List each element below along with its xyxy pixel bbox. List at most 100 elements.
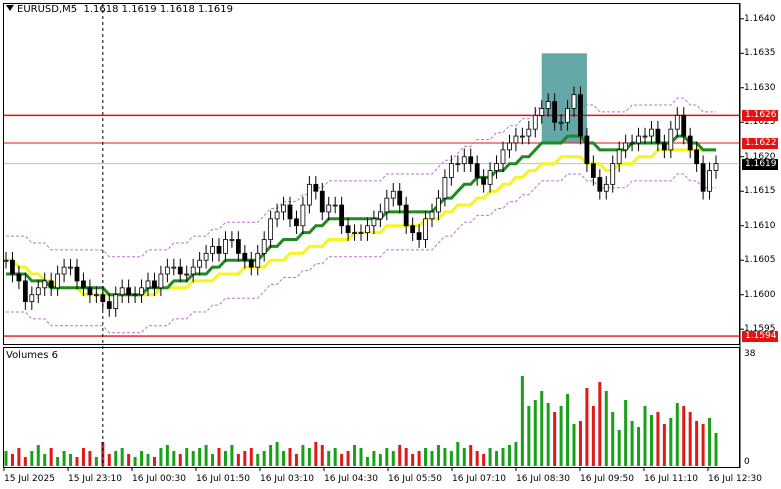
volume-bar[interactable] (695, 421, 699, 466)
volume-bar[interactable] (507, 445, 511, 466)
volume-bar[interactable] (159, 448, 163, 466)
candle-body[interactable] (603, 183, 609, 192)
candle-body[interactable] (436, 197, 441, 213)
volume-bar[interactable] (198, 448, 202, 466)
volume-bar[interactable] (365, 457, 369, 466)
candle-body[interactable] (235, 239, 241, 254)
volume-bar[interactable] (372, 451, 376, 466)
candle-body[interactable] (539, 108, 545, 116)
candle-body[interactable] (597, 177, 603, 192)
volume-bar[interactable] (649, 415, 653, 466)
volume-bar[interactable] (114, 451, 118, 466)
candle-body[interactable] (403, 204, 409, 227)
volume-bar[interactable] (591, 406, 595, 466)
volume-bar[interactable] (4, 451, 8, 466)
volume-bar[interactable] (17, 448, 21, 466)
volume-bar[interactable] (430, 451, 434, 466)
volume-bar[interactable] (36, 445, 40, 466)
candle-body[interactable] (326, 204, 332, 213)
volume-bar[interactable] (69, 454, 73, 466)
candle-body[interactable] (500, 149, 506, 165)
candle-body[interactable] (474, 163, 480, 178)
candle-body[interactable] (358, 232, 364, 235)
candle-body[interactable] (571, 94, 577, 109)
candle-body[interactable] (481, 177, 487, 185)
candle-body[interactable] (126, 287, 132, 296)
candle-body[interactable] (113, 294, 119, 309)
candle-body[interactable] (158, 273, 164, 289)
volume-bar[interactable] (385, 448, 389, 466)
candle-body[interactable] (584, 135, 590, 165)
volume-bar[interactable] (566, 394, 570, 466)
volume-bar[interactable] (275, 442, 279, 466)
volume-bar[interactable] (211, 454, 215, 466)
volume-bar[interactable] (643, 406, 647, 466)
candle-body[interactable] (668, 128, 674, 151)
volume-bar[interactable] (598, 382, 602, 466)
volume-bar[interactable] (572, 424, 576, 466)
candle-body[interactable] (590, 163, 596, 178)
candle-body[interactable] (61, 266, 67, 275)
volume-bar[interactable] (540, 391, 544, 466)
volume-bar[interactable] (656, 412, 660, 466)
candle-body[interactable] (674, 114, 680, 130)
candle-body[interactable] (287, 204, 293, 220)
volume-bar[interactable] (314, 442, 318, 466)
volume-bar[interactable] (146, 454, 150, 466)
candle-body[interactable] (519, 135, 525, 138)
candle-body[interactable] (29, 294, 35, 303)
volume-bar[interactable] (81, 448, 85, 466)
candle-body[interactable] (552, 101, 558, 123)
volume-bar[interactable] (585, 388, 589, 466)
candle-body[interactable] (248, 259, 254, 268)
candle-body[interactable] (22, 280, 28, 303)
candle-body[interactable] (532, 114, 538, 130)
volume-bar[interactable] (185, 448, 189, 466)
volume-bar[interactable] (378, 454, 382, 466)
volume-bar[interactable] (333, 448, 337, 466)
candle-body[interactable] (365, 225, 370, 234)
candle-body[interactable] (371, 218, 377, 227)
candle-body[interactable] (74, 266, 80, 282)
volume-bar[interactable] (223, 451, 227, 466)
volume-bar[interactable] (127, 454, 131, 466)
volume-bar[interactable] (462, 448, 466, 466)
candle-body[interactable] (558, 121, 564, 124)
candle-body[interactable] (164, 266, 170, 275)
candle-body[interactable] (623, 142, 629, 151)
volume-bar[interactable] (682, 406, 686, 466)
candle-body[interactable] (649, 128, 654, 137)
volume-bar[interactable] (346, 451, 350, 466)
candle-body[interactable] (423, 218, 428, 240)
candle-body[interactable] (223, 239, 228, 254)
volume-bar[interactable] (88, 451, 92, 466)
volume-bar[interactable] (256, 454, 260, 466)
candle-body[interactable] (410, 225, 416, 234)
candle-body[interactable] (578, 94, 583, 137)
candle-body[interactable] (3, 259, 9, 262)
volume-bar[interactable] (559, 406, 563, 466)
candle-body[interactable] (345, 225, 351, 234)
volume-bar[interactable] (307, 448, 311, 466)
candle-body[interactable] (306, 183, 312, 206)
volume-bar[interactable] (475, 451, 479, 466)
volume-bar[interactable] (23, 457, 27, 466)
candle-body[interactable] (416, 232, 422, 240)
volume-bar[interactable] (443, 448, 447, 466)
candle-body[interactable] (294, 218, 299, 227)
volume-bar[interactable] (301, 445, 305, 466)
volume-bar[interactable] (436, 445, 440, 466)
candle-body[interactable] (319, 190, 325, 213)
volume-bar[interactable] (391, 451, 395, 466)
candle-body[interactable] (661, 142, 667, 151)
candle-body[interactable] (242, 252, 248, 261)
candle-body[interactable] (42, 280, 48, 289)
candle-body[interactable] (139, 287, 144, 296)
volume-bar[interactable] (320, 445, 324, 466)
candle-body[interactable] (655, 128, 661, 144)
volume-bar[interactable] (604, 391, 608, 466)
volume-bar[interactable] (204, 445, 208, 466)
volume-bar[interactable] (630, 421, 634, 466)
volume-bar[interactable] (269, 445, 273, 466)
volume-bar[interactable] (262, 451, 266, 466)
